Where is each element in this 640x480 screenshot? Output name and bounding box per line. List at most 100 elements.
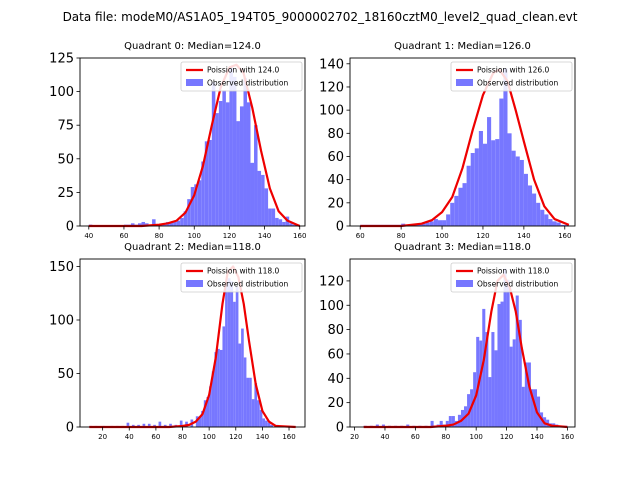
legend-patch-swatch (456, 280, 473, 287)
histogram-bar (232, 76, 237, 226)
histogram-bar (208, 139, 212, 226)
histogram-bar (494, 350, 498, 427)
histogram-bar (458, 187, 463, 226)
histogram-bar (209, 386, 212, 427)
y-tick-label: 100 (49, 313, 74, 328)
histogram-bar (270, 424, 274, 427)
x-tick-label: 100 (202, 433, 215, 441)
histogram-bar (521, 386, 525, 427)
histogram-bar (479, 340, 483, 427)
histogram-bar (506, 279, 510, 427)
histogram-bar (187, 199, 191, 226)
histogram-bar (515, 295, 519, 427)
legend-label-poisson: Poission with 118.0 (207, 267, 280, 276)
histogram-bar (282, 221, 286, 226)
histogram-bar (180, 217, 184, 226)
histogram-bar (437, 220, 443, 226)
histogram-bar (289, 223, 293, 226)
histogram-bar (478, 130, 483, 226)
legend-label-observed: Observed distribution (207, 280, 288, 289)
histogram-bar (515, 156, 520, 226)
legend-label-poisson: Poission with 126.0 (477, 66, 550, 75)
histogram-bar (430, 420, 434, 427)
histogram-bar (548, 219, 553, 226)
legend-box (450, 262, 573, 293)
histogram-bar (503, 68, 508, 227)
histogram-bar (203, 400, 207, 427)
y-tick-label: 100 (49, 85, 74, 100)
y-tick-label: 75 (57, 119, 74, 134)
x-tick-label: 100 (435, 232, 448, 240)
x-tick-label: 160 (293, 232, 306, 240)
histogram-bar (433, 219, 438, 226)
legend-label-poisson: Poission with 124.0 (207, 66, 280, 75)
histogram-bar (243, 357, 247, 427)
legend-label-poisson: Poission with 118.0 (477, 267, 550, 276)
histogram-bar (173, 221, 177, 226)
histogram-bar (451, 416, 455, 427)
histogram-bar (512, 339, 516, 427)
histogram-bar (454, 195, 459, 226)
x-tick-label: 20 (98, 433, 107, 441)
legend-label-observed: Observed distribution (477, 280, 558, 289)
x-tick-label: 80 (155, 232, 164, 240)
histogram-bar (544, 214, 549, 226)
histogram-bar (236, 121, 240, 226)
panel-title: Quadrant 3: Median=118.0 (394, 242, 531, 253)
legend-box (180, 262, 303, 293)
x-tick-label: 140 (258, 232, 271, 240)
histogram-bar (488, 377, 492, 427)
histogram-bar (491, 140, 496, 226)
histogram-bar (211, 82, 216, 226)
y-tick-label: 60 (327, 150, 344, 165)
histogram-bar (485, 332, 489, 427)
histogram-bar (262, 418, 266, 427)
figure-title: Data file: modeM0/AS1A05_194T05_90000027… (63, 10, 578, 24)
histogram-bar (201, 410, 204, 427)
histogram-bar (225, 282, 228, 427)
legend-box (450, 61, 573, 92)
x-tick-label: 40 (84, 232, 93, 240)
histogram-bar (158, 421, 162, 427)
histogram-bar (235, 286, 239, 427)
y-tick-label: 20 (327, 396, 344, 411)
histogram-bar (466, 165, 471, 226)
histogram-bar (467, 394, 471, 427)
histogram-bar (442, 220, 447, 226)
histogram-bar (500, 301, 504, 427)
histogram-bar (532, 193, 537, 226)
y-tick-label: 100 (319, 299, 344, 314)
histogram-bar (250, 162, 255, 226)
histogram-bar (271, 208, 276, 226)
histogram-bar (564, 224, 569, 226)
x-tick-label: 60 (119, 232, 128, 240)
histogram-bar (429, 221, 434, 226)
y-tick-label: 40 (327, 173, 344, 188)
x-tick-label: 60 (151, 433, 160, 441)
y-tick-label: 50 (57, 367, 74, 382)
histogram-bar (560, 224, 565, 226)
histogram-bar (201, 161, 205, 226)
axes-frame (349, 258, 576, 428)
histogram-bar (217, 348, 220, 427)
histogram-bar (204, 141, 209, 226)
histogram-bar (251, 399, 255, 427)
histogram-bar (519, 159, 524, 226)
histogram-bar (425, 222, 430, 226)
histogram-bar (536, 202, 541, 226)
histogram-bar (211, 371, 215, 427)
histogram-bar (169, 423, 172, 427)
y-tick-label: 50 (57, 152, 74, 167)
histogram-bar (509, 346, 513, 427)
histogram-bar (450, 202, 455, 226)
histogram-bar (227, 278, 231, 427)
x-tick-label: 80 (178, 433, 187, 441)
histogram-bar (421, 223, 426, 226)
x-tick-label: 160 (561, 433, 574, 441)
y-tick-label: 80 (327, 323, 344, 338)
x-tick-label: 40 (125, 433, 134, 441)
histogram-bar (194, 184, 198, 226)
histogram-bar (126, 422, 130, 427)
histogram-bar (257, 170, 262, 226)
